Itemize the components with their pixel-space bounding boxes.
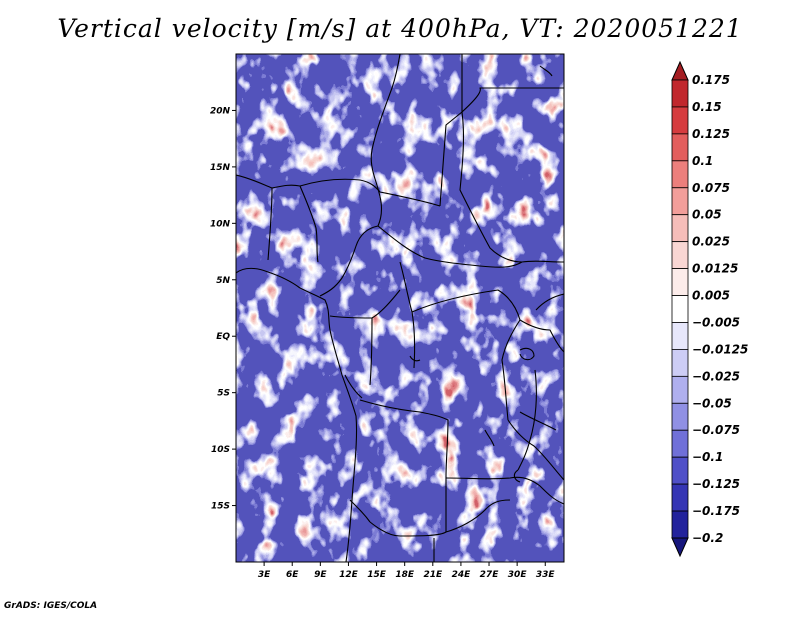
colorbar-band [671, 402, 689, 431]
lon-tick-label: 3E [258, 570, 271, 580]
colorbar-label: 0.1 [692, 154, 713, 168]
colorbar-band [671, 456, 689, 485]
chart-title: Vertical velocity [m/s] at 400hPa, VT: 2… [57, 14, 743, 43]
colorbar-label: −0.125 [692, 477, 740, 491]
colorbar-band [671, 375, 689, 404]
colorbar [671, 60, 689, 558]
colorbar-label: 0.125 [692, 127, 730, 141]
lon-tick-label: 12E [339, 570, 359, 580]
colorbar-band [671, 241, 689, 269]
lat-tick-label: 5S [217, 389, 230, 399]
colorbar-max-triangle [671, 60, 689, 81]
colorbar-min-triangle [671, 537, 689, 558]
colorbar-label: 0.075 [692, 181, 730, 195]
lat-tick-label: 20N [210, 106, 231, 116]
colorbar-label: −0.025 [692, 369, 740, 383]
lon-tick-label: 30E [508, 570, 528, 580]
lat-tick-label: 15S [211, 502, 230, 512]
lat-tick-label: 10S [211, 445, 230, 455]
colorbar-band [671, 349, 689, 377]
colorbar-label: 0.0125 [692, 262, 738, 276]
lat-tick-label: 10N [210, 219, 231, 229]
colorbar-label: −0.175 [692, 504, 740, 518]
colorbar-band [671, 295, 689, 323]
colorbar-labels: 0.175 0.15 0.125 0.1 0.075 0.05 0.025 0.0125 0.0… [692, 73, 748, 545]
colorbar-band [671, 106, 689, 135]
colorbar-band [671, 429, 689, 458]
longitude-axis: 3E 6E 9E 12E 15E 18E 21E 24E 27E 30E 33E [258, 562, 556, 580]
colorbar-label: −0.05 [692, 396, 732, 410]
colorbar-band [671, 322, 689, 350]
colorbar-band [671, 79, 689, 108]
software-credit: GrADS: IGES/COLA [4, 601, 98, 611]
country-borders [236, 54, 564, 562]
lon-tick-label: 33E [536, 570, 556, 580]
map-frame [235, 53, 565, 563]
lon-tick-label: 6E [286, 570, 299, 580]
colorbar-band [671, 214, 689, 243]
velocity-field [236, 54, 564, 562]
lon-tick-label: 18E [395, 570, 415, 580]
lon-tick-label: 24E [452, 570, 472, 580]
colorbar-label: −0.2 [692, 531, 723, 545]
colorbar-label: −0.0125 [692, 342, 748, 356]
colorbar-label: 0.15 [692, 100, 722, 114]
colorbar-band [671, 160, 689, 189]
lon-tick-label: 15E [367, 570, 387, 580]
colorbar-band [671, 483, 689, 512]
lat-tick-label: EQ [216, 332, 230, 342]
colorbar-band [671, 133, 689, 162]
colorbar-band [671, 510, 689, 539]
colorbar-label: 0.025 [692, 235, 730, 249]
lon-tick-label: 9E [314, 570, 327, 580]
lon-tick-label: 21E [423, 570, 443, 580]
lat-tick-label: 5N [216, 276, 230, 286]
lat-tick-label: 15N [210, 163, 231, 173]
colorbar-label: −0.005 [692, 315, 740, 329]
latitude-axis: 20N 15N 10N 5N EQ 5S 10S 15S [210, 106, 236, 512]
colorbar-label: −0.075 [692, 423, 740, 437]
colorbar-label: 0.175 [692, 73, 730, 87]
colorbar-label: −0.1 [692, 450, 723, 464]
lon-tick-label: 27E [480, 570, 500, 580]
colorbar-band [671, 187, 689, 216]
colorbar-label: 0.005 [692, 289, 730, 303]
colorbar-band [671, 268, 689, 296]
colorbar-label: 0.05 [692, 208, 722, 222]
